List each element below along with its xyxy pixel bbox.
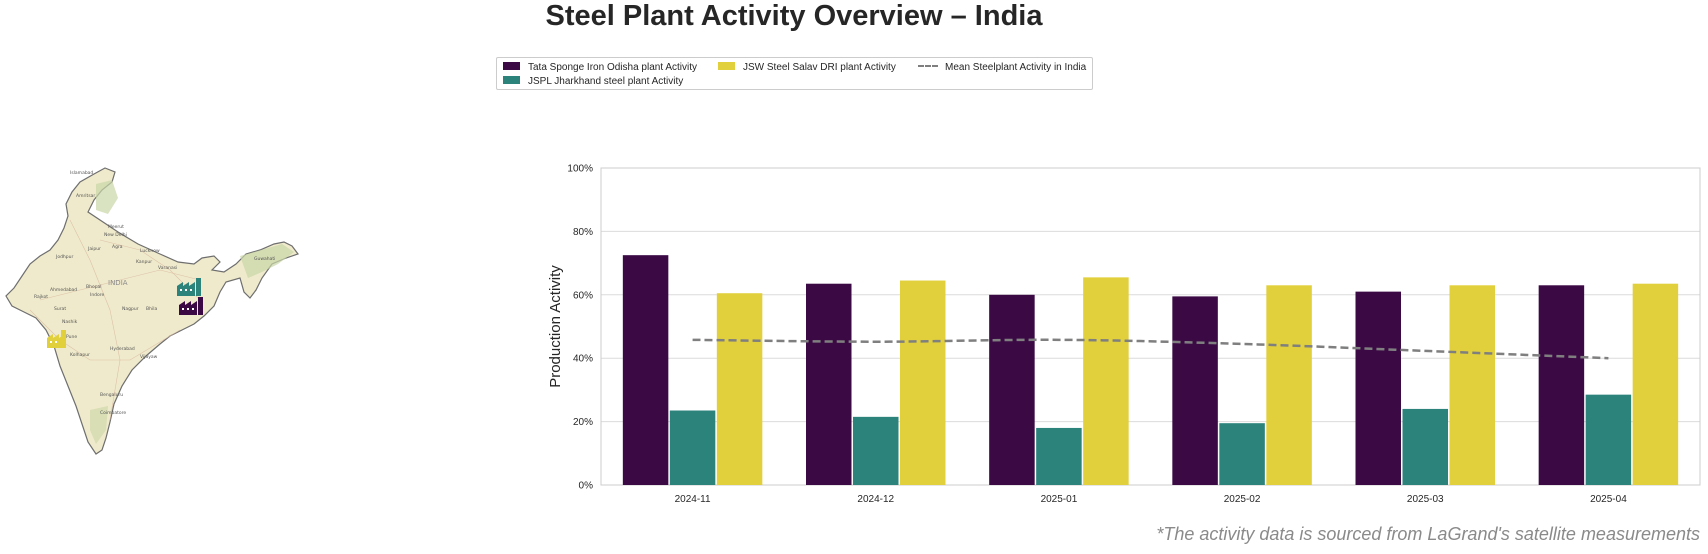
map-city: Islamabad: [70, 170, 93, 176]
bar-tata: [1172, 296, 1218, 485]
y-tick-label: 100%: [567, 164, 593, 175]
legend-item-tata: Tata Sponge Iron Odisha plant Activity: [503, 62, 697, 74]
bar-jspl: [1402, 408, 1448, 485]
legend-item-jsw: JSW Steel Salav DRI plant Activity: [718, 62, 896, 74]
map-city: Nagpur: [122, 306, 139, 312]
bar-jspl: [1036, 427, 1082, 485]
legend-item-jspl: JSPL Jharkhand steel plant Activity: [503, 76, 683, 88]
factory-icon-jspl: [177, 278, 201, 296]
y-tick-label: 0%: [579, 481, 594, 492]
chart-title: Steel Plant Activity Overview – India: [545, 0, 1043, 32]
map-city: Guwahati: [254, 256, 275, 262]
bar-tata: [989, 294, 1035, 485]
map-city: Surat: [54, 306, 66, 312]
y-tick-label: 80%: [573, 227, 593, 238]
map-city: Bhila: [146, 306, 157, 312]
bar-jsw: [900, 280, 946, 485]
x-tick-label: 2025-03: [1407, 494, 1444, 505]
bar-jsw: [1083, 277, 1129, 485]
map-city: Jodhpur: [55, 254, 73, 260]
legend-item-mean: Mean Steelplant Activity in India: [918, 62, 1086, 74]
map-city: Rajkot: [34, 294, 48, 300]
map-city: Coimbatore: [100, 410, 126, 416]
map-city: Indore: [90, 292, 105, 298]
y-tick-label: 40%: [573, 354, 593, 365]
x-tick-label: 2025-02: [1224, 494, 1261, 505]
bar-jsw: [716, 293, 763, 485]
map-city: Varanasi: [158, 265, 177, 271]
india-map: Islamabad Amritsar Meerut New Delhi Jaip…: [5, 167, 299, 455]
mean-activity-line: [692, 338, 1609, 360]
map-city: Jaipur: [87, 246, 101, 252]
map-city: Amritsar: [76, 193, 95, 199]
bar-jsw: [1266, 285, 1312, 485]
legend-label-mean: Mean Steelplant Activity in India: [945, 62, 1087, 73]
legend-label-jspl: JSPL Jharkhand steel plant Activity: [528, 76, 684, 87]
legend-label-tata: Tata Sponge Iron Odisha plant Activity: [528, 62, 697, 73]
bar-jspl: [853, 416, 899, 485]
bar-jspl: [669, 410, 716, 485]
legend-swatch-tata: [503, 62, 520, 71]
plot-frame: [600, 167, 1701, 486]
map-city-labels: Islamabad Amritsar Meerut New Delhi Jaip…: [34, 170, 275, 416]
map-city: Meerut: [108, 224, 124, 230]
map-city: Vijayaw: [140, 354, 158, 360]
map-city: Hyderabad: [110, 346, 135, 352]
x-tick-label: 2025-01: [1041, 494, 1078, 505]
map-city: Pune: [66, 334, 77, 340]
map-city: Agra: [112, 244, 123, 250]
factory-icon-jsw: [47, 330, 66, 348]
bar-jspl: [1219, 423, 1265, 485]
x-tick-label: 2025-04: [1590, 494, 1627, 505]
bar-jspl: [1585, 394, 1632, 485]
map-green-region-north: [96, 180, 118, 214]
legend: Tata Sponge Iron Odisha plant Activity J…: [496, 57, 1093, 90]
map-city: Kolhapur: [70, 352, 90, 358]
bar-chart: 0% 20% 40% 60% 80% 100% 2024-11 2024-12 2025-01 2…: [547, 164, 1701, 505]
map-city: Bengaluru: [100, 392, 123, 398]
bar-jsw: [1449, 285, 1495, 485]
map-green-region-east: [240, 244, 294, 278]
bar-tata: [622, 255, 669, 485]
y-axis-label: Production Activity: [547, 265, 564, 388]
india-landmass: [5, 167, 299, 455]
map-city: Kanpur: [136, 259, 152, 265]
legend-swatch-jsw: [718, 62, 735, 71]
bar-tata: [1538, 285, 1585, 485]
y-tick-label: 60%: [573, 290, 593, 301]
map-city: Lucknow: [140, 248, 160, 254]
x-tick-label: 2024-11: [675, 494, 711, 505]
bar-tata: [806, 283, 852, 485]
bar-jsw: [1632, 283, 1679, 485]
map-city: Nashik: [62, 319, 78, 325]
map-city: Ahmedabad: [50, 287, 77, 293]
map-city: Bhopal: [86, 284, 102, 290]
x-tick-label: 2024-12: [857, 494, 894, 505]
factory-icon-tata: [179, 297, 203, 315]
map-green-region-south: [90, 406, 108, 444]
legend-swatch-mean: [918, 65, 938, 68]
legend-label-jsw: JSW Steel Salav DRI plant Activity: [743, 62, 896, 73]
legend-swatch-jspl: [503, 76, 520, 85]
y-tick-label: 20%: [573, 417, 593, 428]
map-city: New Delhi: [104, 232, 127, 238]
map-country-label: INDIA: [108, 279, 128, 287]
bar-tata: [1355, 291, 1401, 485]
source-note: *The activity data is sourced from LaGra…: [1156, 524, 1700, 544]
